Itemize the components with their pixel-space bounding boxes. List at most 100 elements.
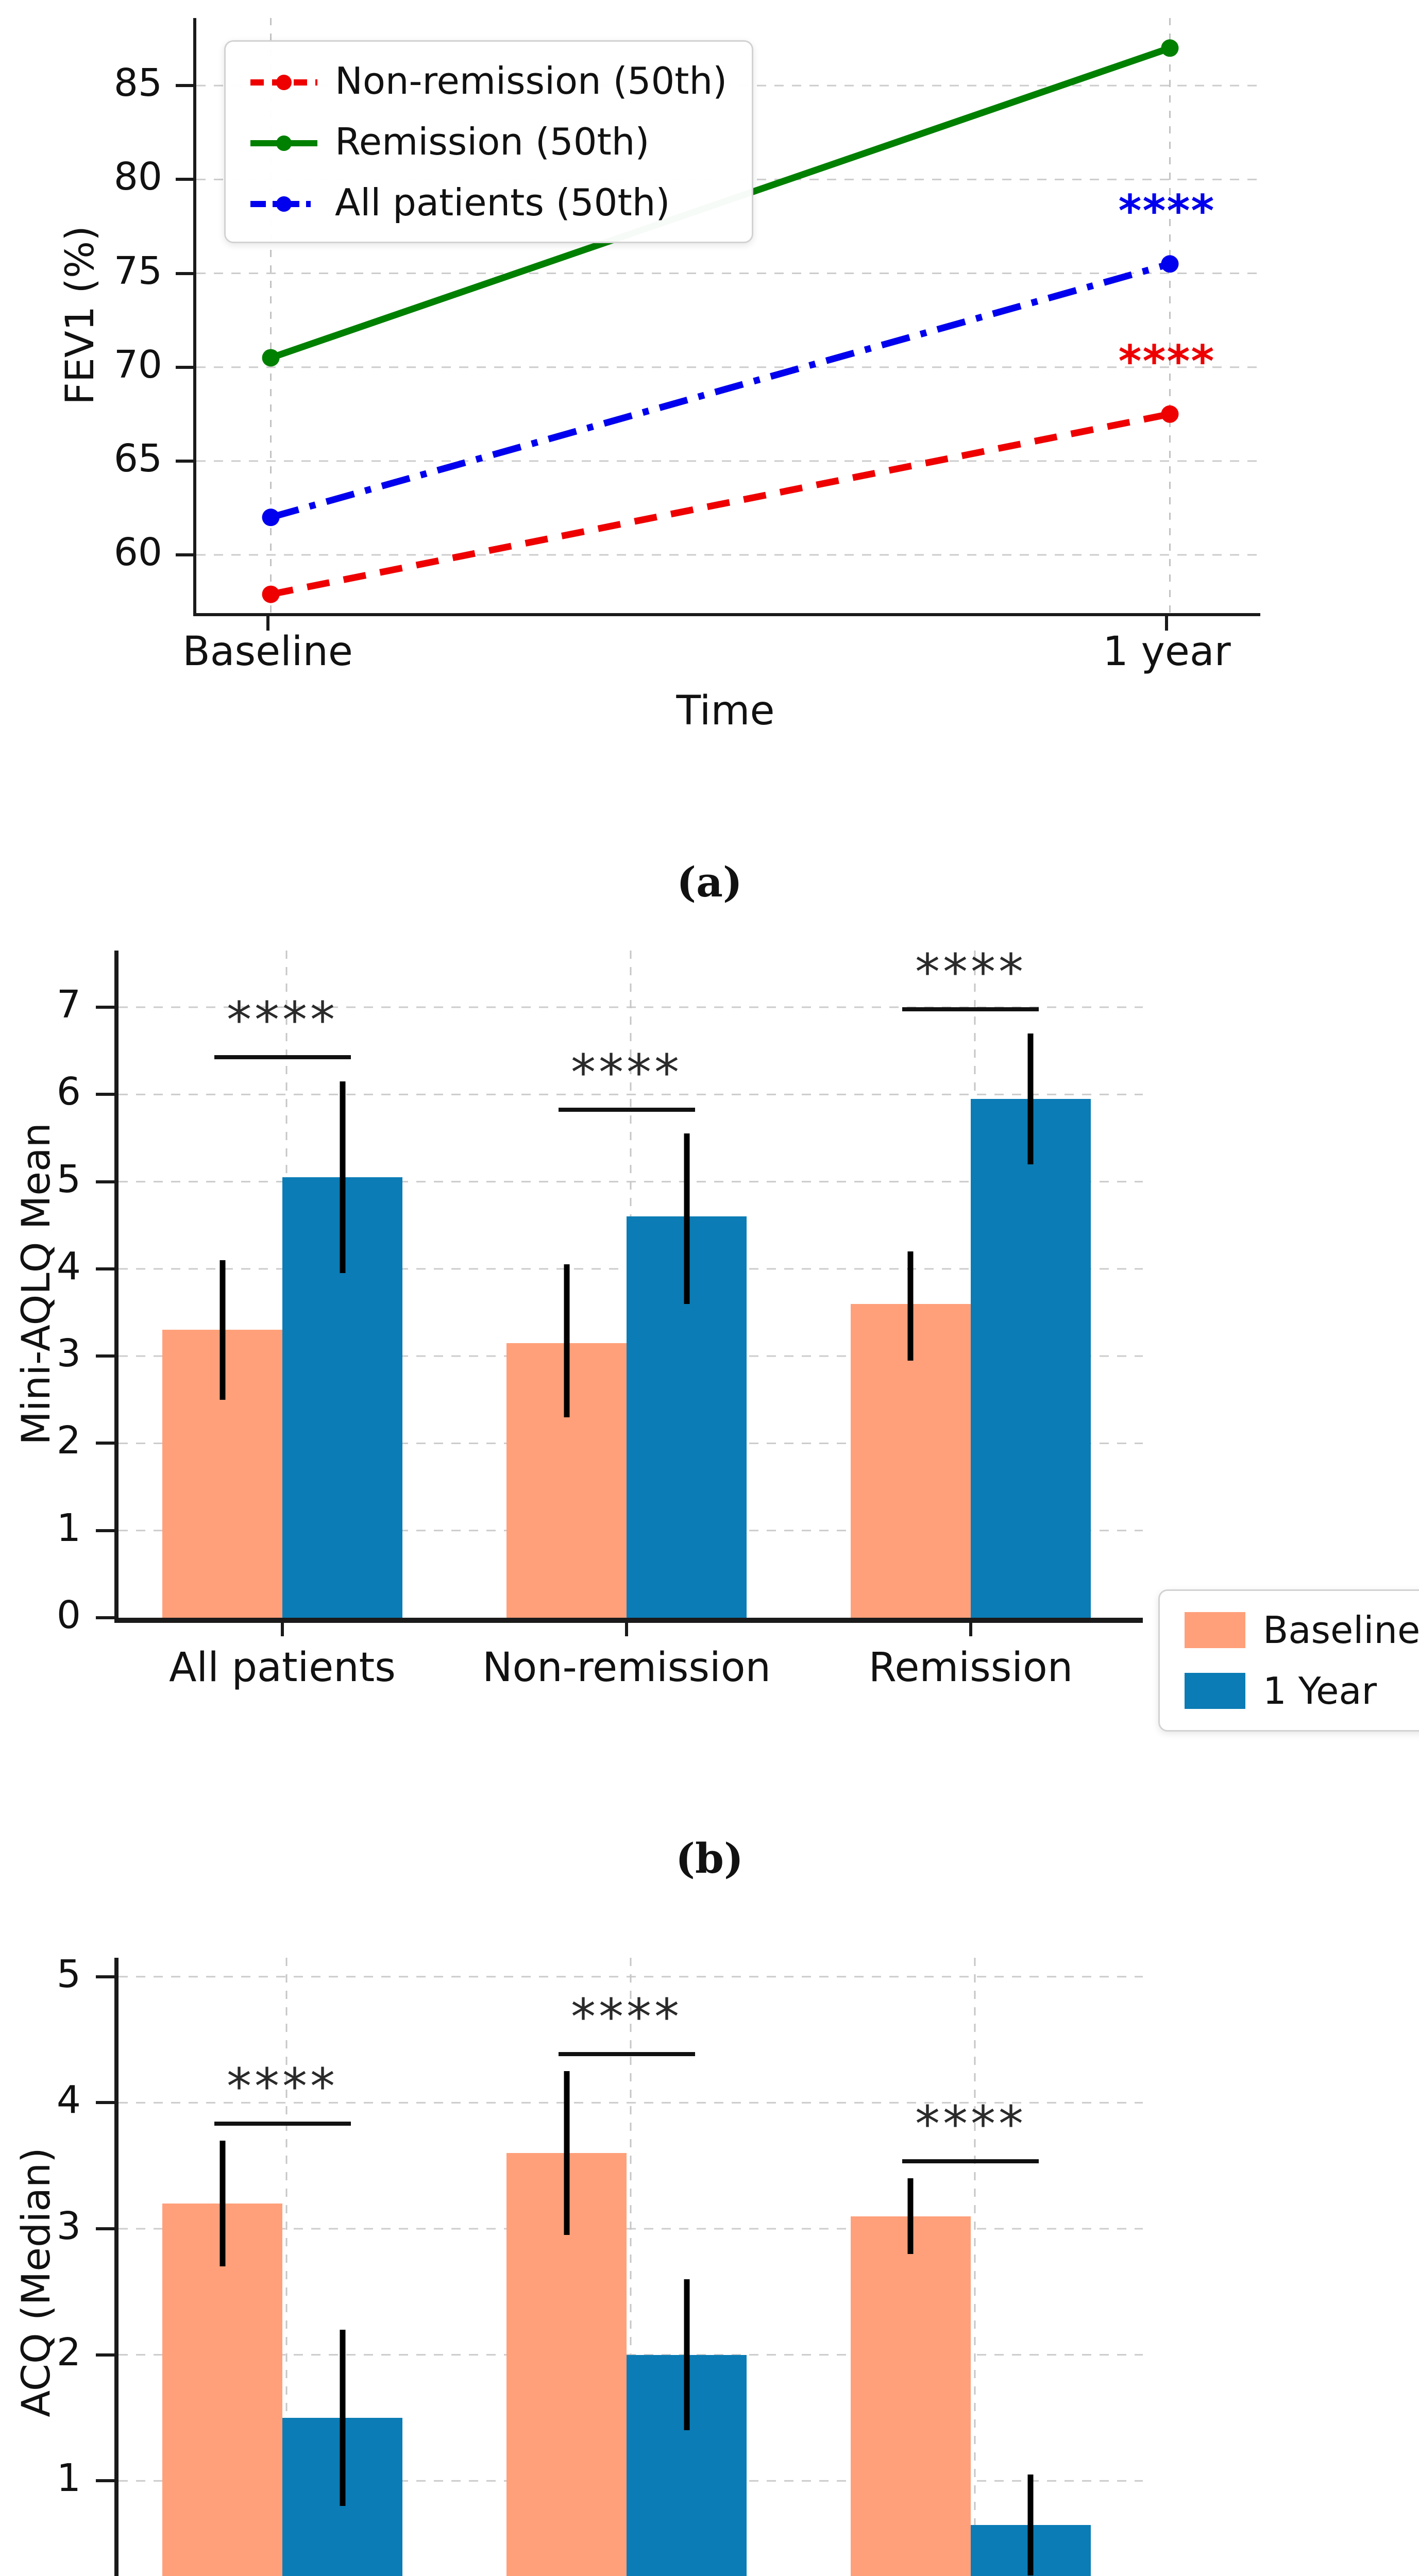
legend-label: Non-remission (50th) — [335, 59, 728, 103]
error-bar-1-year-remission — [1027, 1033, 1034, 1164]
y-tick-label: 70 — [113, 342, 162, 387]
y-tick-label: 7 — [56, 982, 81, 1027]
error-bar-baseline-all-patients — [219, 1260, 226, 1400]
significance-line-all-patients — [214, 2122, 351, 2126]
y-tick-mark — [96, 1180, 114, 1183]
legend-item-all-patients-50th-: All patients (50th) — [250, 181, 727, 224]
y-tick-label: 2 — [56, 2330, 81, 2375]
error-bar-1-year-all-patients — [340, 2329, 346, 2506]
significance-stars-remission: **** — [915, 2095, 1026, 2154]
error-bar-baseline-remission — [907, 1251, 914, 1361]
x-tick-mark — [1165, 616, 1169, 631]
y-tick-mark — [96, 1006, 114, 1009]
y-tick-mark — [176, 365, 193, 369]
x-tick-label: 1 year — [1103, 629, 1231, 675]
y-tick-label: 85 — [113, 61, 162, 106]
legend-label: 1 Year — [1263, 1669, 1377, 1713]
y-tick-mark — [96, 1442, 114, 1445]
y-tick-label: 3 — [56, 1331, 81, 1376]
x-tick-mark — [266, 616, 269, 631]
y-tick-mark — [96, 1975, 114, 1978]
y-tick-label: 4 — [56, 1244, 81, 1289]
legend-line-sample — [250, 181, 317, 224]
y-tick-label: 1 — [56, 1505, 81, 1550]
y-tick-mark — [176, 272, 193, 275]
x-tick-label: Remission — [868, 1645, 1073, 1691]
y-tick-label: 75 — [113, 248, 162, 293]
legend-label: Baseline — [1263, 1608, 1419, 1652]
legend-line-sample — [250, 59, 317, 103]
y-tick-label: 2 — [56, 1418, 81, 1463]
legend-line-sample — [250, 120, 317, 163]
y-tick-mark — [176, 84, 193, 88]
bar-baseline-remission — [850, 2216, 971, 2576]
error-bar-baseline-all-patients — [219, 2140, 226, 2267]
y-tick-label: 0 — [56, 1593, 81, 1637]
y-tick-mark — [96, 2227, 114, 2231]
line-non-remission-50th- — [270, 411, 1171, 598]
x-tick-label: All patients — [169, 1645, 396, 1691]
error-bar-1-year-non-remission — [684, 1133, 689, 1304]
y-tick-mark — [96, 1354, 114, 1358]
legend-swatch — [1185, 1612, 1245, 1648]
y-tick-mark — [96, 2353, 114, 2357]
legend-item-1-year: 1 Year — [1185, 1669, 1419, 1713]
error-bar-baseline-non-remission — [564, 2071, 569, 2235]
significance-stars-all-patients: **** — [227, 2058, 339, 2116]
y-tick-mark — [96, 1093, 114, 1096]
x-tick-label: Non-remission — [482, 1645, 771, 1691]
significance-line-all-patients — [214, 1055, 351, 1060]
significance-line-non-remission — [558, 1107, 695, 1112]
error-bar-baseline-non-remission — [564, 1264, 569, 1417]
x-tick-mark — [625, 1623, 628, 1636]
y-tick-mark — [176, 553, 193, 557]
y-tick-label: 5 — [56, 1952, 81, 1996]
y-tick-label: 65 — [113, 436, 162, 481]
legend-label: Remission (50th) — [335, 120, 650, 163]
y-tick-label: 1 — [56, 2456, 81, 2501]
error-bar-baseline-remission — [907, 2178, 914, 2254]
y-tick-label: 60 — [113, 530, 162, 575]
legend-label: All patients (50th) — [335, 181, 670, 224]
y-tick-label: 4 — [56, 2078, 81, 2123]
significance-stars-all-patients: **** — [227, 991, 339, 1049]
significance-stars-all-patients-50th-: **** — [1118, 185, 1215, 238]
point-all-patients-50th--0 — [262, 509, 280, 527]
time-x-axis-label: Time — [676, 688, 775, 734]
mini-aqlq-chart-legend: Baseline 1 Year — [1158, 1589, 1419, 1732]
line-all-patients-50th- — [269, 261, 1171, 521]
y-tick-mark — [96, 1529, 114, 1532]
y-tick-mark — [96, 2101, 114, 2105]
y-tick-label: 5 — [56, 1157, 81, 1201]
significance-stars-non-remission-50th-: **** — [1118, 335, 1215, 387]
point-all-patients-50th--1 — [1161, 255, 1179, 273]
x-tick-label: Baseline — [182, 629, 353, 675]
error-bar-1-year-remission — [1027, 2475, 1034, 2575]
error-bar-1-year-all-patients — [340, 1081, 346, 1274]
legend-item-non-remission-50th-: Non-remission (50th) — [250, 59, 727, 103]
bar-1-year-remission — [970, 1098, 1091, 1618]
point-non-remission-50th--1 — [1161, 405, 1179, 423]
y-tick-mark — [96, 1616, 114, 1619]
significance-line-non-remission — [558, 2052, 695, 2057]
point-remission-50th--1 — [1161, 39, 1179, 57]
y-tick-mark — [176, 178, 193, 181]
legend-item-baseline: Baseline — [1185, 1608, 1419, 1652]
point-non-remission-50th--0 — [262, 585, 280, 603]
y-tick-label: 6 — [56, 1070, 81, 1114]
legend-item-remission-50th-: Remission (50th) — [250, 120, 727, 163]
fev1-chart-legend: Non-remission (50th) Remission (50th) All … — [224, 40, 754, 243]
legend-swatch — [1185, 1673, 1245, 1709]
significance-stars-remission-50th-: **** — [1119, 0, 1215, 21]
significance-stars-non-remission: **** — [571, 1043, 682, 1101]
point-remission-50th--0 — [262, 349, 280, 367]
y-tick-mark — [96, 1267, 114, 1270]
x-tick-mark — [281, 1623, 284, 1636]
x-tick-mark — [969, 1623, 972, 1636]
y-tick-mark — [96, 2479, 114, 2483]
significance-line-remission — [902, 1007, 1039, 1012]
y-tick-label: 3 — [56, 2204, 81, 2249]
caption-a: (a) — [677, 858, 742, 906]
significance-line-remission — [902, 2159, 1039, 2164]
